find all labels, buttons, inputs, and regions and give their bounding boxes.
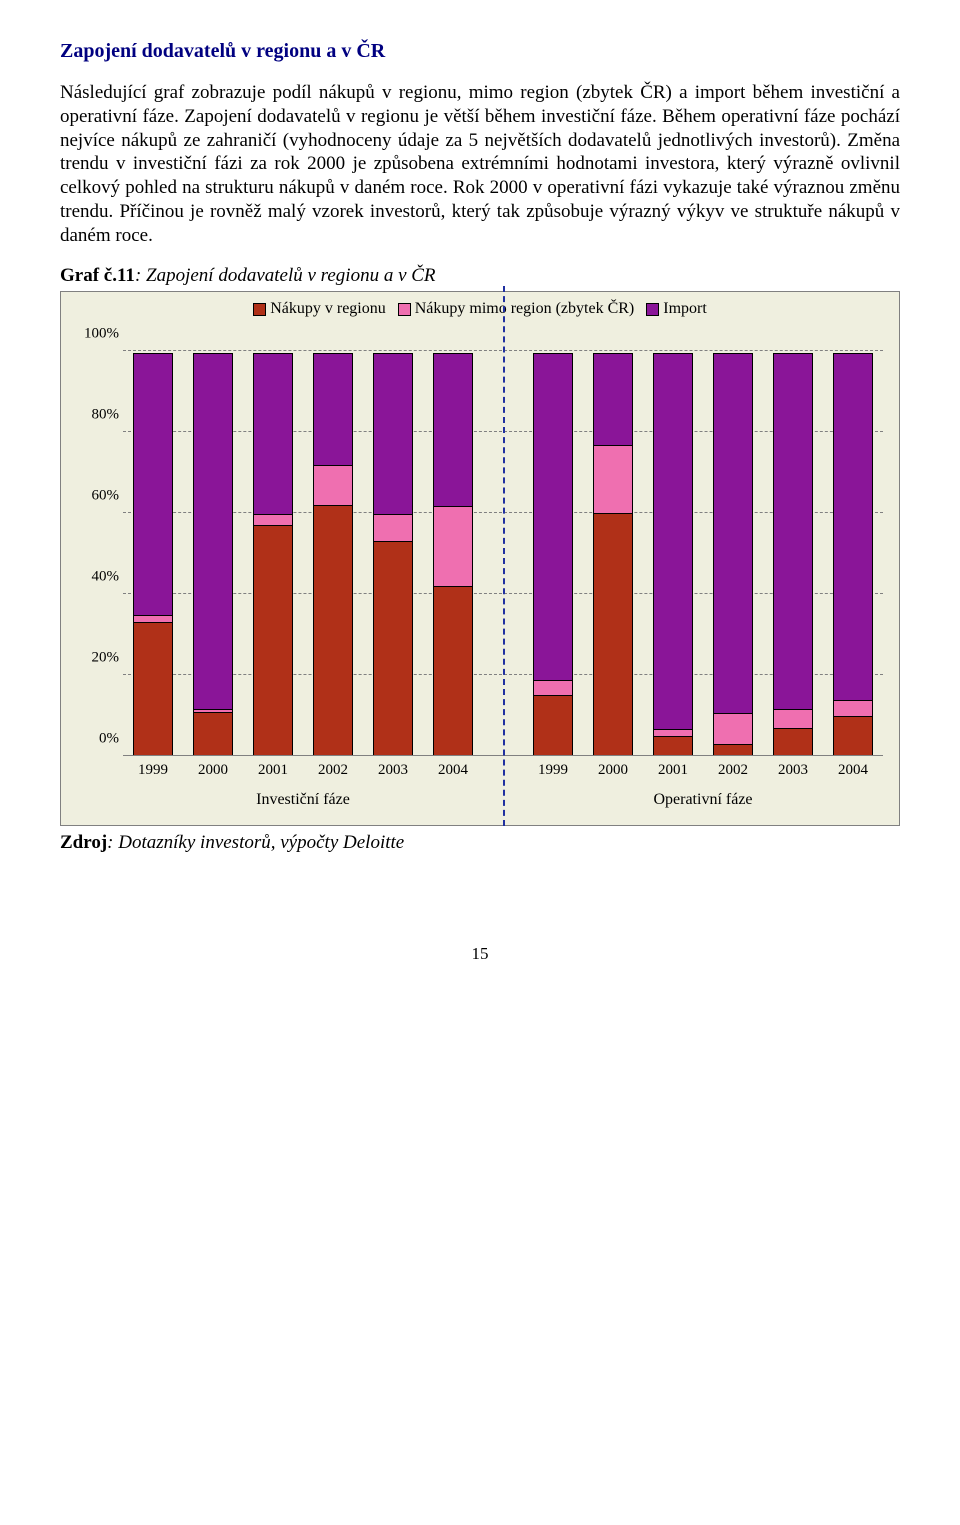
stacked-bar: [653, 326, 693, 756]
bar-segment-region: [653, 736, 693, 756]
bar-slot: [703, 326, 763, 756]
x-tick-label: 2001: [243, 762, 303, 779]
bar-segment-import: [773, 353, 813, 710]
stacked-bar: [593, 326, 633, 756]
caption-number: Graf č.11: [60, 265, 135, 286]
phase-label: Investiční fáze: [123, 791, 483, 809]
bar-segment-import: [533, 353, 573, 682]
bar-segment-import: [833, 353, 873, 702]
stacked-bar: [313, 326, 353, 756]
bar-slot: [643, 326, 703, 756]
stacked-bar: [533, 326, 573, 756]
stacked-bar: [133, 326, 173, 756]
bar-slot: [123, 326, 183, 756]
x-tick-label: 2003: [763, 762, 823, 779]
bar-segment-region: [253, 525, 293, 756]
x-tick-label: 2000: [583, 762, 643, 779]
bar-segment-region: [313, 505, 353, 757]
bar-slot: [823, 326, 883, 756]
legend-swatch: [398, 303, 411, 316]
bar-slot: [423, 326, 483, 756]
bar-segment-region: [533, 695, 573, 756]
x-tick-label: 2000: [183, 762, 243, 779]
x-tick-label: 2002: [703, 762, 763, 779]
phase-label: Operativní fáze: [523, 791, 883, 809]
legend-swatch: [646, 303, 659, 316]
bar-segment-import: [313, 353, 353, 467]
bar-slot: [523, 326, 583, 756]
bar-segment-import: [193, 353, 233, 710]
y-tick-label: 100%: [75, 325, 119, 342]
bar-slot: [303, 326, 363, 756]
bar-slot: [763, 326, 823, 756]
bar-segment-region: [833, 716, 873, 757]
source-label: Zdroj: [60, 832, 107, 853]
legend-item: Nákupy mimo region (zbytek ČR): [398, 300, 635, 318]
chart-legend: Nákupy v regionu Nákupy mimo region (zbyt…: [61, 292, 899, 322]
page-number: 15: [60, 944, 900, 964]
bar-segment-import: [373, 353, 413, 515]
stacked-bar: [253, 326, 293, 756]
bar-segment-import: [133, 353, 173, 617]
bar-segment-mimo: [433, 506, 473, 587]
source-text: : Dotazníky investorů, výpočty Deloitte: [107, 832, 404, 853]
x-tick-label: 2001: [643, 762, 703, 779]
bar-segment-import: [593, 353, 633, 446]
bar-segment-region: [593, 513, 633, 756]
legend-swatch: [253, 303, 266, 316]
stacked-bar: [773, 326, 813, 756]
bar-segment-region: [373, 541, 413, 756]
stacked-bar: [833, 326, 873, 756]
bar-slot: [583, 326, 643, 756]
bar-segment-import: [253, 353, 293, 515]
bar-segment-mimo: [833, 700, 873, 716]
legend-item: Import: [646, 300, 707, 318]
bar-segment-mimo: [313, 465, 353, 506]
section-heading: Zapojení dodavatelů v regionu a v ČR: [60, 40, 900, 63]
bar-segment-mimo: [713, 713, 753, 745]
stacked-bar: [193, 326, 233, 756]
x-tick-label: 2004: [823, 762, 883, 779]
bar-segment-import: [433, 353, 473, 507]
x-tick-label: 1999: [123, 762, 183, 779]
stacked-bar: [713, 326, 753, 756]
bar-segment-import: [653, 353, 693, 730]
chart-caption: Graf č.11: Zapojení dodavatelů v regionu…: [60, 265, 900, 287]
phase-divider: [503, 286, 505, 826]
legend-label: Import: [663, 300, 707, 317]
y-tick-label: 60%: [75, 487, 119, 504]
legend-item: Nákupy v regionu: [253, 300, 386, 318]
stacked-bar: [373, 326, 413, 756]
bar-segment-region: [133, 622, 173, 756]
y-tick-label: 40%: [75, 569, 119, 586]
bar-segment-import: [713, 353, 753, 714]
x-tick-label: 2002: [303, 762, 363, 779]
legend-label: Nákupy mimo region (zbytek ČR): [415, 300, 635, 317]
x-tick-label: 1999: [523, 762, 583, 779]
bar-segment-region: [433, 586, 473, 756]
chart-source: Zdroj: Dotazníky investorů, výpočty Delo…: [60, 832, 900, 854]
bar-slot: [183, 326, 243, 756]
y-tick-label: 0%: [75, 731, 119, 748]
stacked-bar: [433, 326, 473, 756]
bar-slot: [243, 326, 303, 756]
bar-slot: [363, 326, 423, 756]
x-tick-label: 2004: [423, 762, 483, 779]
body-paragraph: Následující graf zobrazuje podíl nákupů …: [60, 81, 900, 247]
bar-segment-mimo: [533, 680, 573, 696]
plot-area: 0%20%40%60%80%100%: [123, 326, 883, 756]
caption-title: : Zapojení dodavatelů v regionu a v ČR: [135, 265, 436, 286]
bar-segment-mimo: [593, 445, 633, 514]
bar-segment-mimo: [773, 709, 813, 729]
bar-segment-mimo: [373, 514, 413, 542]
chart-container: Nákupy v regionu Nákupy mimo region (zbyt…: [60, 291, 900, 826]
bar-segment-region: [193, 712, 233, 757]
bar-segment-region: [773, 728, 813, 756]
y-tick-label: 20%: [75, 650, 119, 667]
legend-label: Nákupy v regionu: [270, 300, 386, 317]
x-tick-label: 2003: [363, 762, 423, 779]
y-tick-label: 80%: [75, 406, 119, 423]
